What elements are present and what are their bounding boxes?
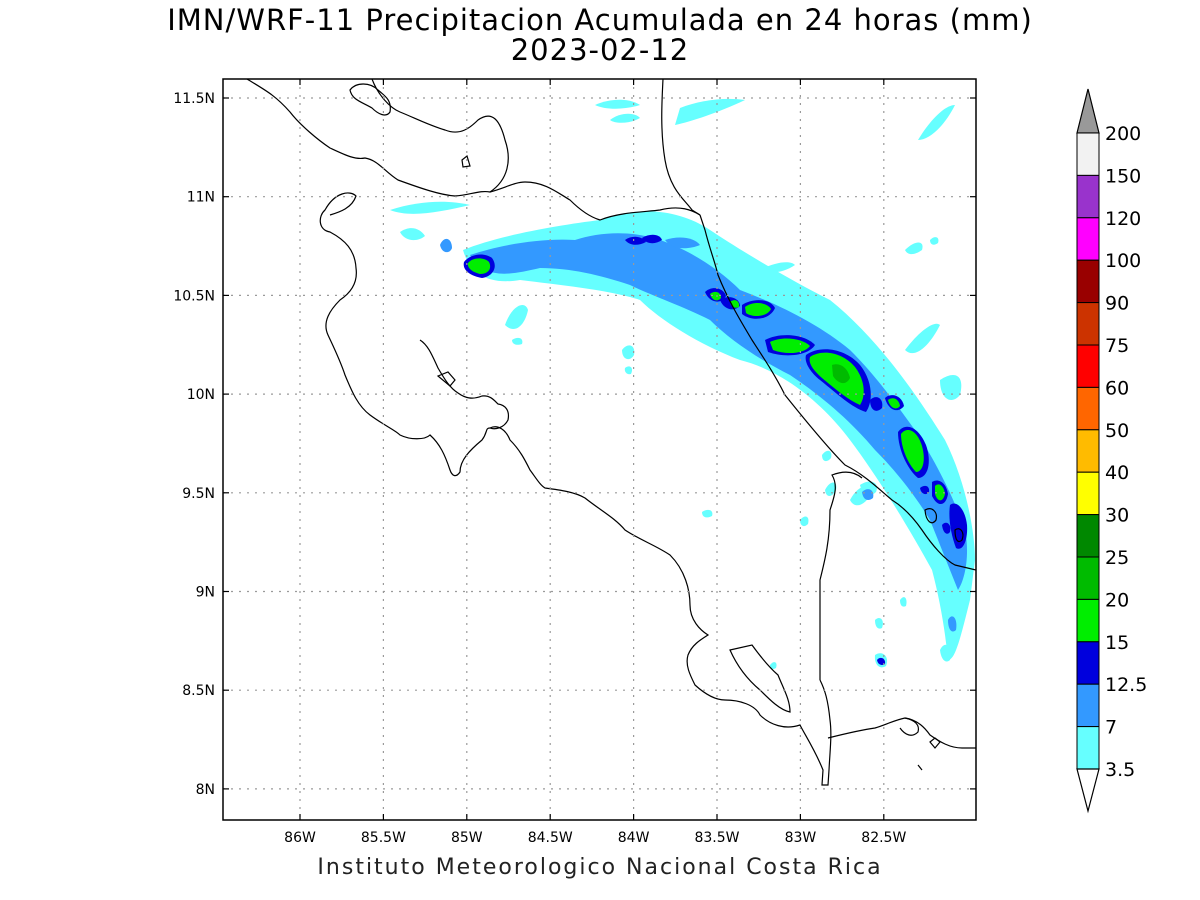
colorbar-label: 75 (1105, 335, 1129, 357)
graticule (223, 79, 976, 820)
lat-label: 10.5N (173, 288, 215, 304)
bocas-islet (954, 528, 964, 543)
colorbar-swatch (1076, 344, 1100, 388)
colorbar-swatch (1076, 302, 1100, 346)
nicoya-peninsula (419, 339, 510, 430)
colorbar-label: 100 (1105, 250, 1141, 272)
bocas-del-toro (924, 508, 937, 524)
osa-peninsula (724, 679, 832, 786)
precipitation-field (390, 98, 975, 669)
lat-label: 10N (187, 387, 215, 403)
colorbar-swatch (1076, 132, 1100, 176)
lon-label: 85W (451, 830, 483, 846)
colorbar-label: 3.5 (1105, 759, 1135, 781)
lat-label: 9.5N (182, 486, 215, 502)
colorbar-label: 20 (1105, 589, 1129, 611)
lon-label: 84W (618, 830, 650, 846)
colorbar-swatch (1076, 471, 1100, 516)
colorbar-label: 50 (1105, 420, 1129, 442)
colorbar-label: 15 (1105, 632, 1129, 654)
colorbar-swatch (1076, 217, 1100, 261)
colorbar-swatch (1076, 683, 1100, 728)
colorbar-swatch (1076, 598, 1100, 643)
lon-label: 86W (284, 830, 316, 846)
colorbar-label: 60 (1105, 377, 1129, 399)
lat-label: 9N (196, 585, 215, 601)
colorbar-swatch (1076, 386, 1100, 431)
credit-text: Instituto Meteorologico Nacional Costa R… (317, 855, 883, 880)
colorbar-label: 120 (1105, 208, 1141, 230)
colorbar-arrow-bottom (1076, 768, 1100, 814)
lon-label: 84.5W (528, 830, 573, 846)
colorbar-swatch (1076, 641, 1100, 685)
lake-island-small (461, 154, 471, 168)
map-frame (222, 78, 977, 821)
colorbar-swatch (1076, 429, 1100, 473)
panama-coast-detail (899, 717, 920, 736)
lon-label: 82.5W (861, 830, 906, 846)
panama-islet (929, 737, 941, 749)
colorbar-swatch (1076, 726, 1100, 770)
lat-label: 8N (196, 782, 215, 798)
lat-label: 11N (187, 190, 215, 206)
lake-island (349, 83, 391, 116)
colorbar-label: 90 (1105, 293, 1129, 315)
colorbar-label: 12.5 (1105, 674, 1147, 696)
colorbar-label: 25 (1105, 547, 1129, 569)
panama-border (819, 471, 863, 680)
colorbar-label: 40 (1105, 462, 1129, 484)
nicaragua-east-coast (661, 79, 701, 216)
colorbar-swatch (1076, 174, 1100, 219)
map-background (223, 79, 976, 820)
longitude-labels: 86W 85.5W 85W 84.5W 84W 83.5W 83W 82.5W (284, 830, 906, 846)
axis-ticks (223, 79, 976, 820)
coastline-layer (246, 79, 976, 786)
nicoya-gulf-inlet (436, 371, 456, 387)
colorbar-label: 7 (1105, 717, 1117, 739)
latitude-labels: 11.5N 11N 10.5N 10N 9.5N 9N 8.5N 8N (173, 91, 215, 798)
lon-label: 85.5W (361, 830, 406, 846)
colorbar-arrow-top (1076, 88, 1100, 134)
colorbar: 200 150 120 100 90 75 60 50 40 30 25 20 15 12.5 7 3.5 (1076, 88, 1147, 814)
colorbar-label: 30 (1105, 505, 1129, 527)
precip-level-20 (832, 364, 850, 384)
lake-upper-shore (371, 79, 509, 193)
panama-islet-2 (917, 764, 923, 771)
colorbar-swatch (1076, 514, 1100, 558)
map-title: IMN/WRF-11 Precipitacion Acumulada en 24… (167, 3, 1033, 37)
precip-level-3.5 (390, 98, 975, 669)
golfo-dulce (729, 644, 791, 713)
lon-label: 83.5W (694, 830, 739, 846)
lon-label: 83W (785, 830, 817, 846)
lake-nicaragua-shore (246, 79, 701, 221)
lat-label: 11.5N (173, 91, 215, 107)
map-date: 2023-02-12 (510, 33, 690, 67)
lat-label: 8.5N (182, 683, 215, 699)
colorbar-label: 150 (1105, 165, 1141, 187)
colorbar-swatch (1076, 259, 1100, 304)
colorbar-label: 200 (1105, 123, 1141, 145)
colorbar-swatch (1076, 556, 1100, 600)
pacific-coast (699, 214, 976, 571)
precip-level-7 (440, 233, 968, 632)
